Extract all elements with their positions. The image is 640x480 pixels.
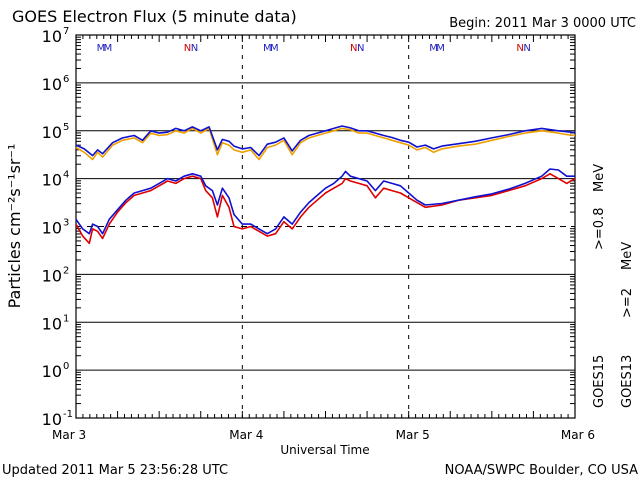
y-axis-label: Particles cm⁻²s⁻¹sr⁻¹ bbox=[5, 144, 24, 309]
x-tick-label: Mar 4 bbox=[229, 428, 263, 442]
y-tick-base: 10 bbox=[42, 219, 62, 238]
marker-letter: M bbox=[270, 43, 279, 54]
y-tick-base: 10 bbox=[42, 266, 62, 285]
y-tick-exponent: 2 bbox=[63, 265, 69, 276]
y-tick-label: 10 0 bbox=[42, 361, 70, 381]
day-dividers bbox=[241, 35, 410, 418]
y-tick-label: 10 5 bbox=[42, 122, 70, 142]
x-tick-labels: Mar 3 Mar 4 Mar 5 Mar 6 bbox=[52, 428, 595, 442]
begin-date: Begin: 2011 Mar 3 0000 UTC bbox=[449, 16, 636, 31]
legend-energy-high: >=2 bbox=[620, 288, 635, 318]
y-tick-exponent: 1 bbox=[63, 313, 69, 324]
chart-title: GOES Electron Flux (5 minute data) bbox=[12, 7, 297, 26]
marker-letter: N bbox=[350, 43, 357, 54]
legend-goes13: GOES13 bbox=[620, 355, 635, 408]
y-tick-exponent: 5 bbox=[63, 122, 69, 133]
updated-timestamp: Updated 2011 Mar 5 23:56:28 UTC bbox=[2, 463, 228, 478]
y-tick-label: 10 -1 bbox=[42, 409, 73, 429]
y-tick-label: 10 1 bbox=[42, 313, 70, 333]
y-tick-exponent: 6 bbox=[63, 74, 69, 85]
mn-marker: MM bbox=[429, 43, 445, 54]
legend: GOES15 GOES13 >=0.8 MeV >=2 MeV bbox=[592, 164, 635, 408]
series-layer bbox=[75, 125, 576, 245]
mn-marker: MM bbox=[263, 43, 279, 54]
y-tick-base: 10 bbox=[42, 362, 62, 381]
y-tick-label: 10 7 bbox=[42, 26, 70, 46]
legend-energy-low: >=0.8 bbox=[592, 208, 607, 250]
y-tick-base: 10 bbox=[42, 410, 62, 429]
x-tick-label: Mar 6 bbox=[561, 428, 595, 442]
y-tick-label: 10 4 bbox=[42, 170, 70, 190]
series-line bbox=[75, 168, 575, 235]
marker-letter: N bbox=[184, 43, 191, 54]
x-tick-label: Mar 5 bbox=[396, 428, 430, 442]
y-tick-exponent: 0 bbox=[63, 361, 69, 372]
mn-marker: MM bbox=[97, 43, 113, 54]
gridlines bbox=[76, 82, 575, 371]
y-tick-label: 10 3 bbox=[42, 218, 70, 238]
source-credit: NOAA/SWPC Boulder, CO USA bbox=[445, 463, 638, 478]
minor-ticks bbox=[75, 35, 576, 418]
legend-energy-high-unit: MeV bbox=[620, 242, 635, 270]
marker-letter: M bbox=[104, 43, 113, 54]
y-tick-label: 10 6 bbox=[42, 74, 70, 94]
marker-letter: N bbox=[191, 43, 198, 54]
series-line bbox=[75, 127, 576, 161]
y-tick-base: 10 bbox=[42, 27, 62, 46]
marker-letter: N bbox=[516, 43, 523, 54]
y-tick-base: 10 bbox=[42, 171, 62, 190]
marker-letter: N bbox=[357, 43, 364, 54]
series-line bbox=[75, 125, 576, 157]
y-tick-base: 10 bbox=[42, 75, 62, 94]
mn-markers: MM N N MM N N MM N N bbox=[97, 43, 531, 54]
marker-letter: M bbox=[429, 43, 438, 54]
x-tick-label: Mar 3 bbox=[52, 428, 86, 442]
marker-letter: M bbox=[97, 43, 106, 54]
series-line bbox=[75, 173, 576, 245]
legend-goes15: GOES15 bbox=[592, 355, 607, 408]
y-tick-base: 10 bbox=[42, 123, 62, 142]
marker-letter: N bbox=[523, 43, 530, 54]
marker-letter: M bbox=[263, 43, 272, 54]
x-axis-label: Universal Time bbox=[280, 443, 369, 457]
plot-frame bbox=[75, 34, 576, 419]
y-tick-exponent: 4 bbox=[63, 170, 69, 181]
marker-letter: M bbox=[436, 43, 445, 54]
legend-energy-low-unit: MeV bbox=[592, 164, 607, 192]
y-tick-exponent: 7 bbox=[63, 26, 69, 37]
y-tick-exponent: -1 bbox=[63, 409, 73, 420]
y-tick-base: 10 bbox=[42, 314, 62, 333]
y-tick-exponent: 3 bbox=[63, 218, 69, 229]
y-tick-label: 10 2 bbox=[42, 265, 70, 285]
